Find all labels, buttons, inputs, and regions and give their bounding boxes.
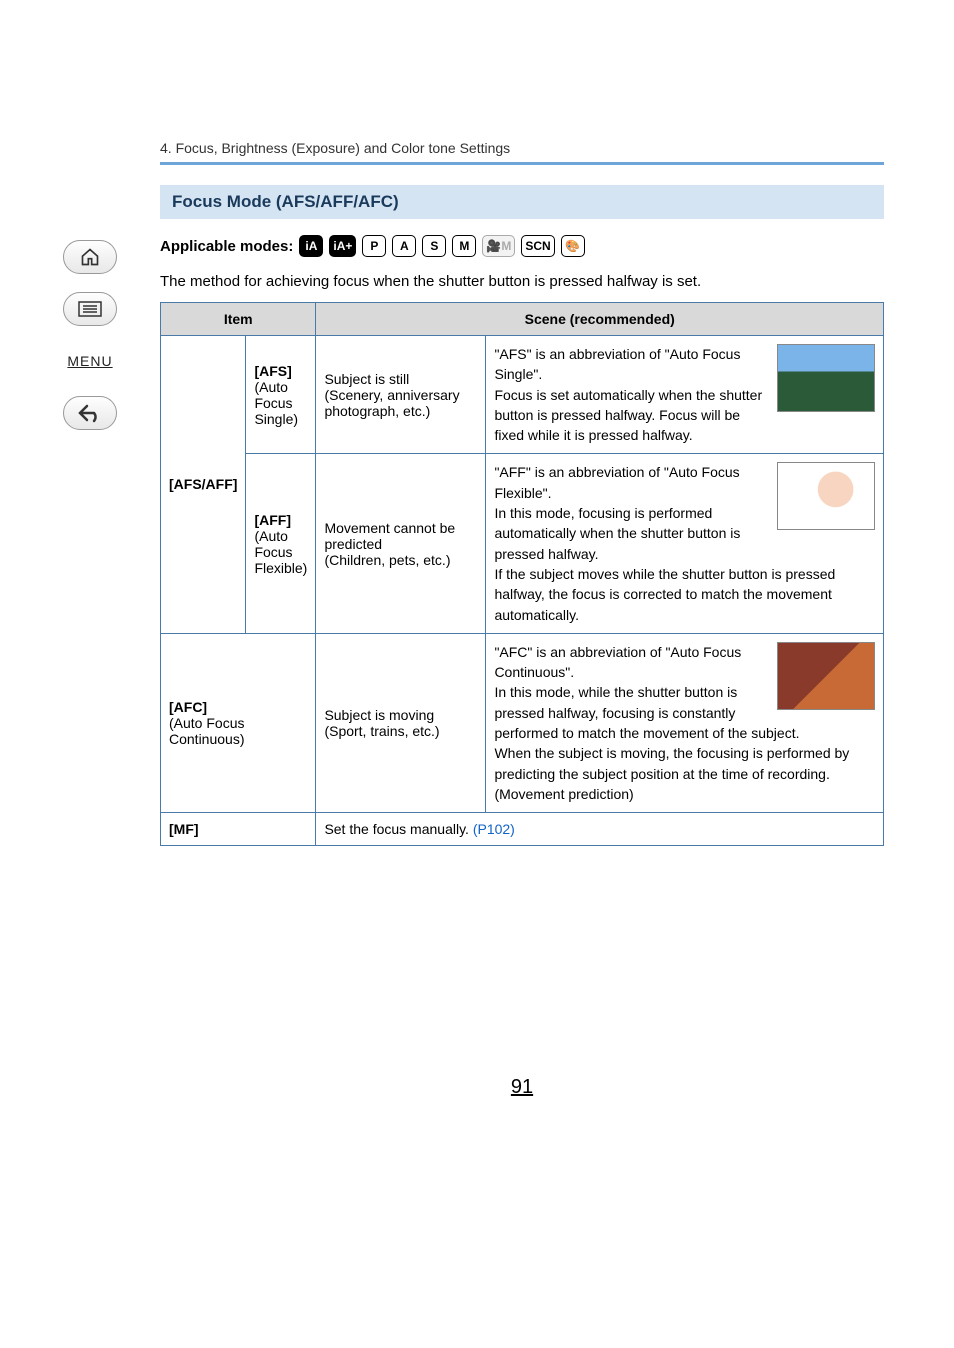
mode-badge-moviem: 🎥M [482, 235, 515, 257]
mode-badge-iaplus: iA+ [329, 235, 356, 257]
mode-badge-p: P [362, 235, 386, 257]
intro-text: The method for achieving focus when the … [160, 271, 884, 292]
afs-sublabel: (Auto Focus Single) [254, 379, 298, 427]
aff-scene: "AFF" is an abbreviation of "Auto Focus … [486, 454, 884, 633]
aff-subject: Movement cannot be predicted (Children, … [316, 454, 486, 633]
mf-page-link[interactable]: (P102) [473, 821, 515, 837]
back-icon[interactable] [63, 396, 117, 430]
home-icon[interactable] [63, 240, 117, 274]
afs-scene-text: "AFS" is an abbreviation of "Auto Focus … [494, 346, 762, 443]
toc-icon[interactable] [63, 292, 117, 326]
breadcrumb: 4. Focus, Brightness (Exposure) and Colo… [160, 140, 884, 162]
mf-label: [MF] [169, 821, 307, 837]
mode-badge-s: S [422, 235, 446, 257]
table-row: [AFC] (Auto Focus Continuous) Subject is… [161, 633, 884, 812]
mf-scene: Set the focus manually. (P102) [316, 813, 884, 846]
mode-badge-ia: iA [299, 235, 323, 257]
afc-subject: Subject is moving (Sport, trains, etc.) [316, 633, 486, 812]
afs-label: [AFS] [254, 363, 307, 379]
mode-badge-scn: SCN [521, 235, 554, 257]
mode-badge-m: M [452, 235, 476, 257]
afs-aff-group-label: [AFS/AFF] [169, 476, 237, 492]
header-scene: Scene (recommended) [316, 303, 884, 336]
table-row: [AFF] (Auto Focus Flexible) Movement can… [161, 454, 884, 633]
mf-scene-prefix: Set the focus manually. [324, 821, 472, 837]
mode-badge-creative: 🎨 [561, 235, 585, 257]
afc-sublabel: (Auto Focus Continuous) [169, 715, 245, 747]
afc-label: [AFC] [169, 699, 307, 715]
focus-mode-table: Item Scene (recommended) [AFS/AFF] [AFS]… [160, 302, 884, 846]
table-row: [MF] Set the focus manually. (P102) [161, 813, 884, 846]
divider [160, 162, 884, 165]
page-number[interactable]: 91 [160, 1076, 884, 1099]
aff-sublabel: (Auto Focus Flexible) [254, 528, 307, 576]
aff-label: [AFF] [254, 512, 307, 528]
header-item: Item [161, 303, 316, 336]
applicable-modes: Applicable modes: iA iA+ P A S M 🎥M SCN … [160, 235, 884, 257]
afs-scene: "AFS" is an abbreviation of "Auto Focus … [486, 336, 884, 454]
afs-thumb [777, 344, 875, 412]
aff-thumb [777, 462, 875, 530]
menu-link[interactable]: MENU [63, 344, 117, 378]
section-title: Focus Mode (AFS/AFF/AFC) [160, 185, 884, 219]
afs-subject: Subject is still (Scenery, anniversary p… [316, 336, 486, 454]
table-row: [AFS/AFF] [AFS] (Auto Focus Single) Subj… [161, 336, 884, 454]
applicable-label: Applicable modes: [160, 238, 293, 255]
mode-badge-a: A [392, 235, 416, 257]
afc-thumb [777, 642, 875, 710]
afc-scene: "AFC" is an abbreviation of "Auto Focus … [486, 633, 884, 812]
